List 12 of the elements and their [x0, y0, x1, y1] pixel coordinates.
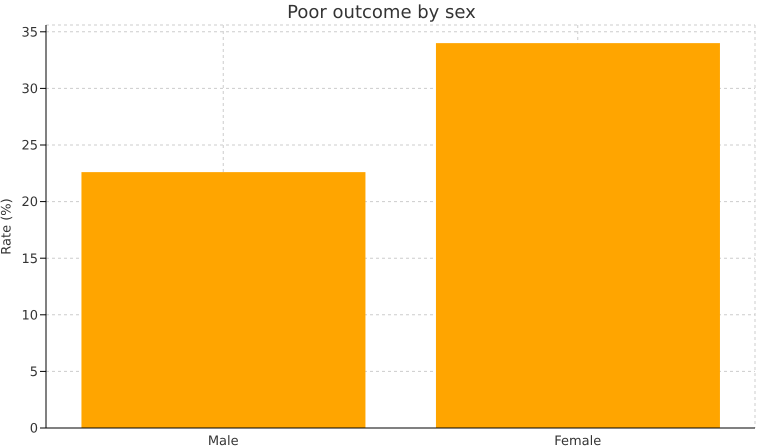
chart-title: Poor outcome by sex	[286, 2, 477, 23]
y-tick-label: 5	[30, 365, 38, 380]
y-axis-title: Rate (%)	[0, 198, 15, 255]
y-tick-label: 10	[21, 308, 38, 324]
y-tick-label: 15	[21, 252, 38, 267]
y-tick-label: 20	[21, 195, 38, 210]
y-tick-label: 35	[21, 25, 38, 40]
y-tick-label: 25	[21, 138, 38, 154]
x-tick-label: Male	[208, 434, 239, 448]
y-tick-label: 0	[30, 422, 38, 437]
y-tick-label: 30	[21, 82, 38, 98]
x-tick-label: Female	[554, 434, 602, 448]
